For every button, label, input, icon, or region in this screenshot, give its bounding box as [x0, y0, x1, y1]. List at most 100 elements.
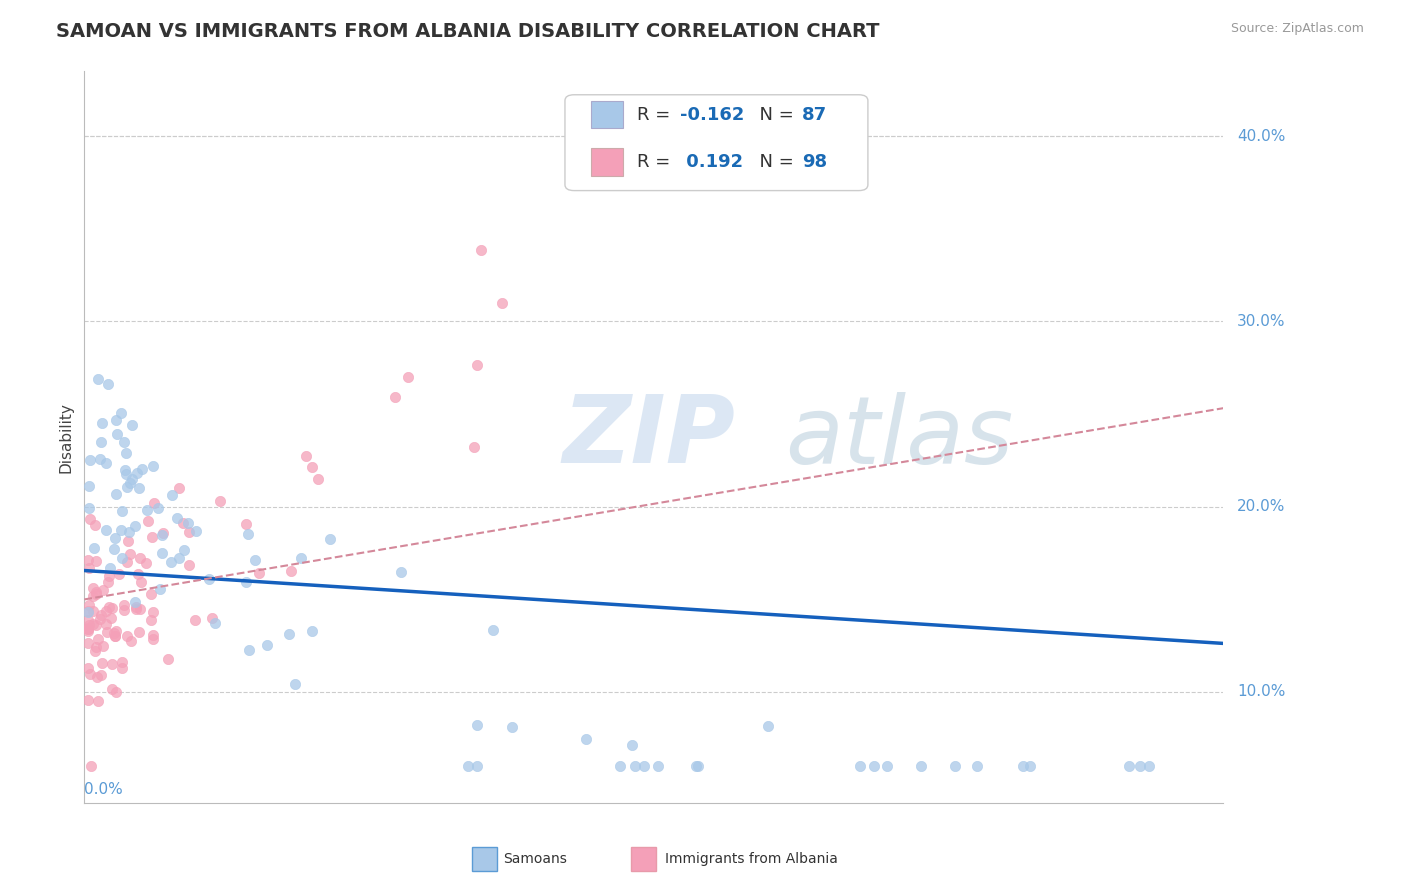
- Point: [84, 644, 107, 658]
- Point: [77, 622, 100, 636]
- Point: [115, 555, 138, 569]
- Point: [301, 624, 323, 638]
- Point: [295, 449, 318, 463]
- Point: [77, 661, 100, 675]
- Text: Samoans: Samoans: [503, 852, 568, 866]
- Text: atlas: atlas: [785, 392, 1012, 483]
- Point: [82, 589, 104, 603]
- Point: [141, 530, 163, 544]
- Point: [105, 486, 128, 500]
- Point: [482, 623, 505, 637]
- Point: [125, 600, 148, 615]
- Point: [160, 488, 183, 502]
- Point: [142, 632, 165, 646]
- Point: [127, 567, 149, 582]
- Point: [115, 630, 138, 644]
- Point: [111, 661, 134, 675]
- Point: [301, 459, 323, 474]
- Point: [465, 358, 488, 372]
- Point: [79, 479, 101, 493]
- Point: [77, 622, 100, 636]
- Point: [115, 446, 138, 460]
- Point: [609, 758, 631, 772]
- Point: [470, 243, 492, 257]
- Point: [79, 667, 101, 681]
- Point: [77, 599, 100, 613]
- Point: [166, 510, 188, 524]
- Point: [307, 472, 329, 486]
- Point: [966, 758, 988, 772]
- Point: [142, 628, 165, 642]
- Point: [284, 677, 307, 691]
- Point: [77, 605, 100, 619]
- Point: [94, 603, 117, 617]
- Point: [256, 639, 278, 653]
- Text: N =: N =: [748, 105, 800, 123]
- Point: [167, 481, 190, 495]
- Point: [1137, 758, 1160, 772]
- Point: [87, 372, 110, 386]
- Point: [91, 639, 114, 653]
- Point: [247, 566, 270, 580]
- Point: [86, 670, 108, 684]
- Text: SAMOAN VS IMMIGRANTS FROM ALBANIA DISABILITY CORRELATION CHART: SAMOAN VS IMMIGRANTS FROM ALBANIA DISABI…: [56, 22, 880, 41]
- Point: [79, 512, 101, 526]
- Point: [77, 624, 100, 639]
- Point: [173, 543, 195, 558]
- Point: [465, 717, 488, 731]
- Point: [124, 595, 146, 609]
- Point: [86, 618, 108, 632]
- Point: [111, 504, 134, 518]
- Point: [384, 390, 406, 404]
- Point: [117, 480, 139, 494]
- Point: [139, 613, 162, 627]
- Point: [83, 517, 105, 532]
- Point: [142, 458, 165, 473]
- Point: [125, 601, 148, 615]
- Point: [686, 758, 709, 772]
- Point: [104, 624, 127, 638]
- Point: [98, 600, 121, 615]
- Text: -0.162: -0.162: [681, 105, 744, 123]
- Point: [112, 603, 135, 617]
- Point: [756, 719, 779, 733]
- Point: [91, 656, 114, 670]
- Point: [77, 604, 100, 618]
- Text: 0.0%: 0.0%: [84, 782, 124, 797]
- Point: [278, 627, 301, 641]
- Point: [103, 541, 125, 556]
- Text: Source: ZipAtlas.com: Source: ZipAtlas.com: [1230, 22, 1364, 36]
- Point: [943, 758, 966, 772]
- Point: [91, 416, 114, 430]
- Point: [457, 758, 479, 772]
- Point: [127, 466, 149, 480]
- Point: [111, 550, 134, 565]
- Point: [131, 462, 153, 476]
- Point: [77, 693, 100, 707]
- Point: [108, 567, 131, 582]
- Point: [98, 561, 121, 575]
- Point: [79, 758, 101, 772]
- Text: N =: N =: [748, 153, 800, 171]
- Point: [128, 625, 150, 640]
- Point: [280, 564, 302, 578]
- Point: [90, 667, 112, 681]
- Point: [94, 524, 117, 538]
- Point: [574, 732, 596, 747]
- Point: [633, 758, 655, 772]
- Bar: [591, 101, 623, 128]
- Point: [112, 598, 135, 612]
- Point: [112, 435, 135, 450]
- Point: [114, 467, 136, 481]
- Point: [104, 629, 127, 643]
- Point: [97, 376, 120, 391]
- Point: [172, 516, 194, 531]
- Text: 30.0%: 30.0%: [1237, 314, 1285, 329]
- Text: 10.0%: 10.0%: [1237, 684, 1285, 699]
- Point: [82, 617, 104, 632]
- Point: [104, 413, 127, 427]
- Bar: [631, 847, 657, 871]
- Point: [146, 500, 169, 515]
- Text: 87: 87: [801, 105, 827, 123]
- Bar: [591, 148, 623, 176]
